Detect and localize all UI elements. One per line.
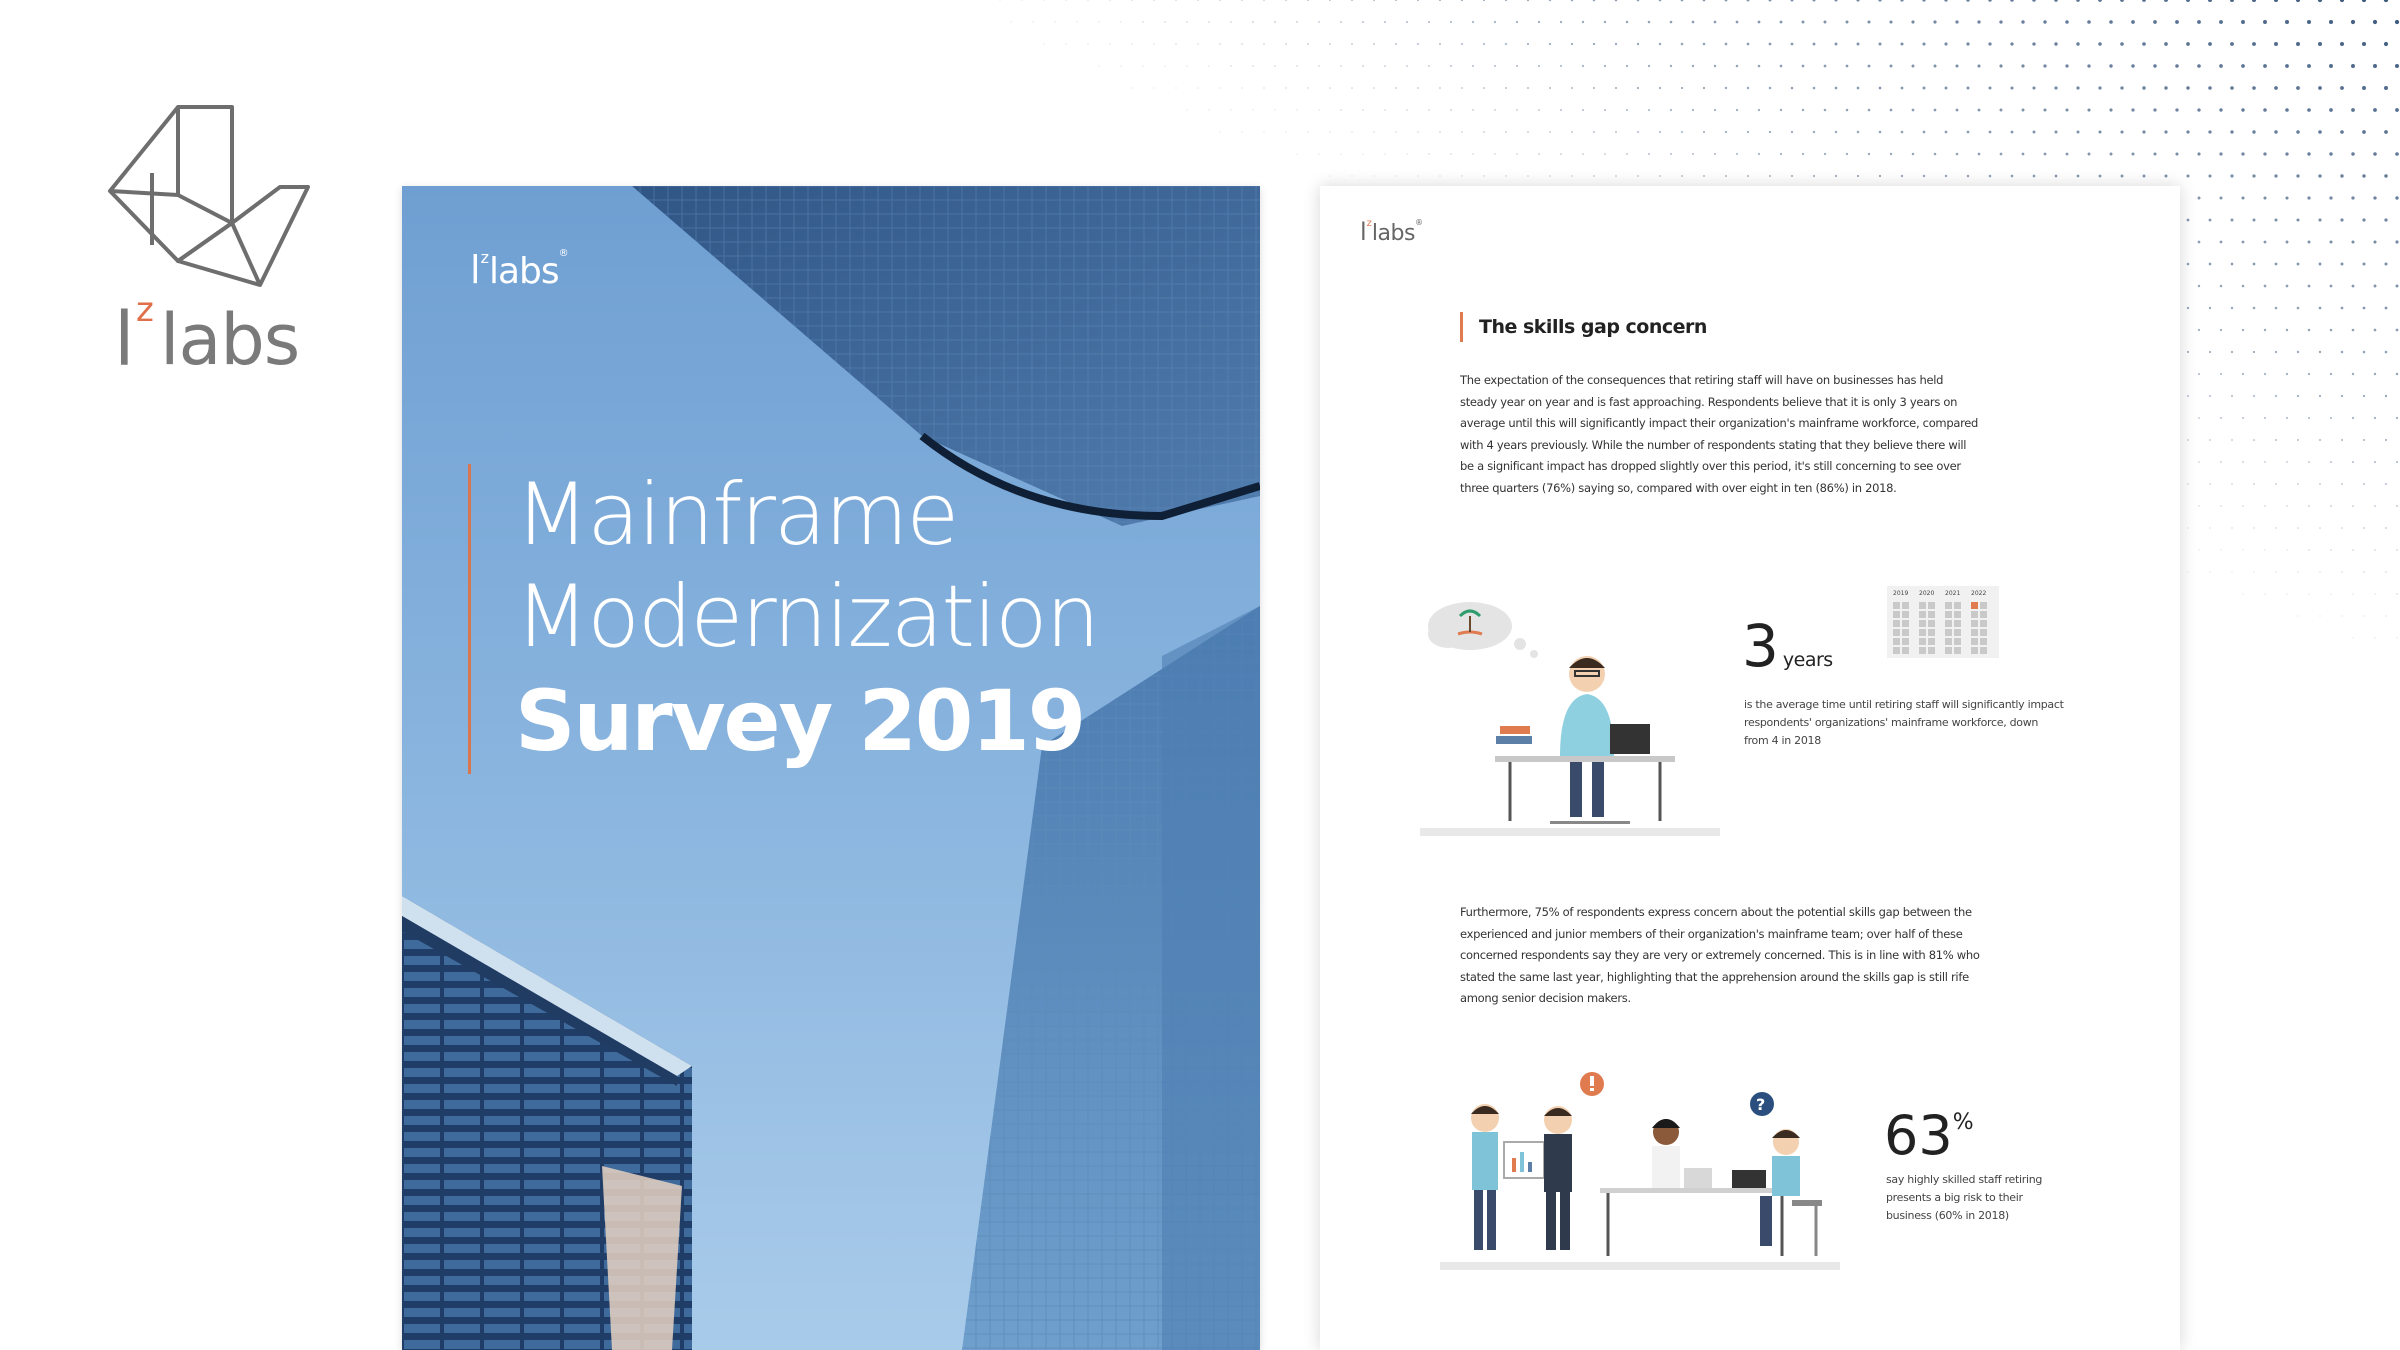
calendar-years-icon: 2019 2020 2021 2022 [1887, 586, 1999, 658]
wordmark-z: z [136, 290, 154, 330]
calendar-year-label: 2020 [1919, 590, 1934, 597]
stat-years-description: is the average time until retiring staff… [1744, 698, 2064, 747]
page-logo-z: z [1366, 218, 1372, 229]
cover-title-line3: Survey 2019 [515, 672, 1086, 770]
page-logo-registered: ® [1414, 218, 1423, 227]
stat-percent: 63% [1884, 1106, 1974, 1166]
skyscraper-photo [402, 186, 1260, 1350]
paragraph-intro: The expectation of the consequences that… [1460, 373, 1979, 495]
brand-wordmark: l z labs [114, 290, 324, 383]
brand-logo: l z labs [100, 95, 320, 385]
wordmark-l: l [114, 297, 135, 383]
page-logo-labs: labs [1371, 221, 1416, 246]
stat-percent-unit: % [1952, 1110, 1974, 1135]
report-inner-page: lzlabs® The skills gap concern The expec… [1320, 186, 2180, 1350]
cover-logo-labs: labs [488, 251, 560, 292]
stat-years-unit: years [1782, 649, 1833, 671]
cover-title-line2: Modernization [515, 567, 1100, 667]
cover-title-line1: Mainframe [515, 465, 959, 565]
calendar-year-label: 2021 [1945, 590, 1960, 597]
cover-logo-z: z [480, 248, 489, 267]
stat-percent-value: 63 [1884, 1104, 1953, 1167]
calendar-year-label: 2019 [1893, 590, 1908, 597]
lz-cube-logo-icon [108, 105, 310, 287]
calendar-year-label: 2022 [1971, 590, 1986, 597]
stat-percent-description: say highly skilled staff retiring presen… [1886, 1173, 2043, 1222]
wordmark-labs: labs [160, 299, 300, 381]
section-heading: The skills gap concern [1460, 312, 1707, 342]
page-logo-l: l [1360, 218, 1367, 246]
man-at-desk-illustration [1420, 602, 1720, 836]
stat-years-value: 3 [1742, 612, 1779, 680]
cover-logo-l: l [470, 248, 481, 292]
report-cover: lzlabs® Mainframe Modernization Survey 2… [402, 186, 1260, 1350]
team-meeting-illustration: ? [1440, 1072, 1840, 1270]
cover-logo: lzlabs® [470, 248, 569, 292]
svg-text:?: ? [1756, 1095, 1765, 1114]
cover-title: Mainframe Modernization Survey 2019 [468, 464, 1215, 774]
stat-years: 3 years [1742, 616, 1833, 676]
page-logo: lzlabs® [1360, 218, 1423, 246]
paragraph-skills-gap: Furthermore, 75% of respondents express … [1460, 905, 1980, 1005]
cover-logo-registered: ® [558, 248, 569, 259]
